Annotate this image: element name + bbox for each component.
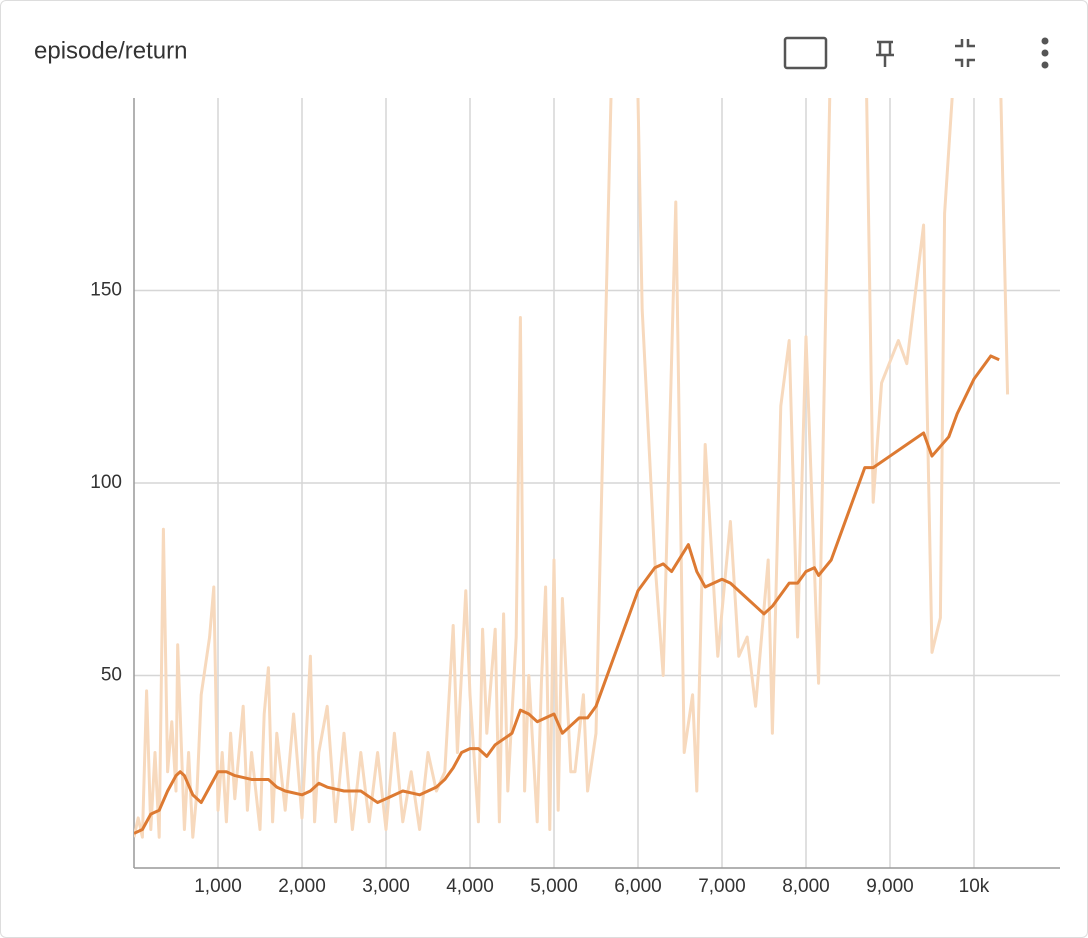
series-line (134, 354, 1000, 835)
y-tick-label: 100 (90, 472, 122, 493)
menu-button[interactable] (1041, 37, 1049, 69)
x-tick-label: 6,000 (614, 876, 662, 897)
x-tick-label: 5,000 (530, 876, 578, 897)
y-tick-label: 150 (90, 280, 122, 301)
x-tick-label: 3,000 (362, 876, 410, 897)
x-tick-label: 10k (959, 876, 990, 897)
x-tick-label: 1,000 (194, 876, 242, 897)
fit-button[interactable] (783, 36, 828, 70)
series-line (134, 98, 1010, 839)
chart-title: episode/return (34, 37, 187, 64)
x-tick-label: 7,000 (698, 876, 746, 897)
x-tick-label: 8,000 (782, 876, 830, 897)
x-tick-label: 9,000 (866, 876, 914, 897)
y-tick-label: 50 (101, 665, 122, 686)
x-tick-label: 4,000 (446, 876, 494, 897)
toolbar (783, 36, 1049, 70)
pin-button[interactable] (876, 40, 894, 67)
x-tick-label: 2,000 (278, 876, 326, 897)
collapse-button[interactable] (955, 39, 975, 67)
